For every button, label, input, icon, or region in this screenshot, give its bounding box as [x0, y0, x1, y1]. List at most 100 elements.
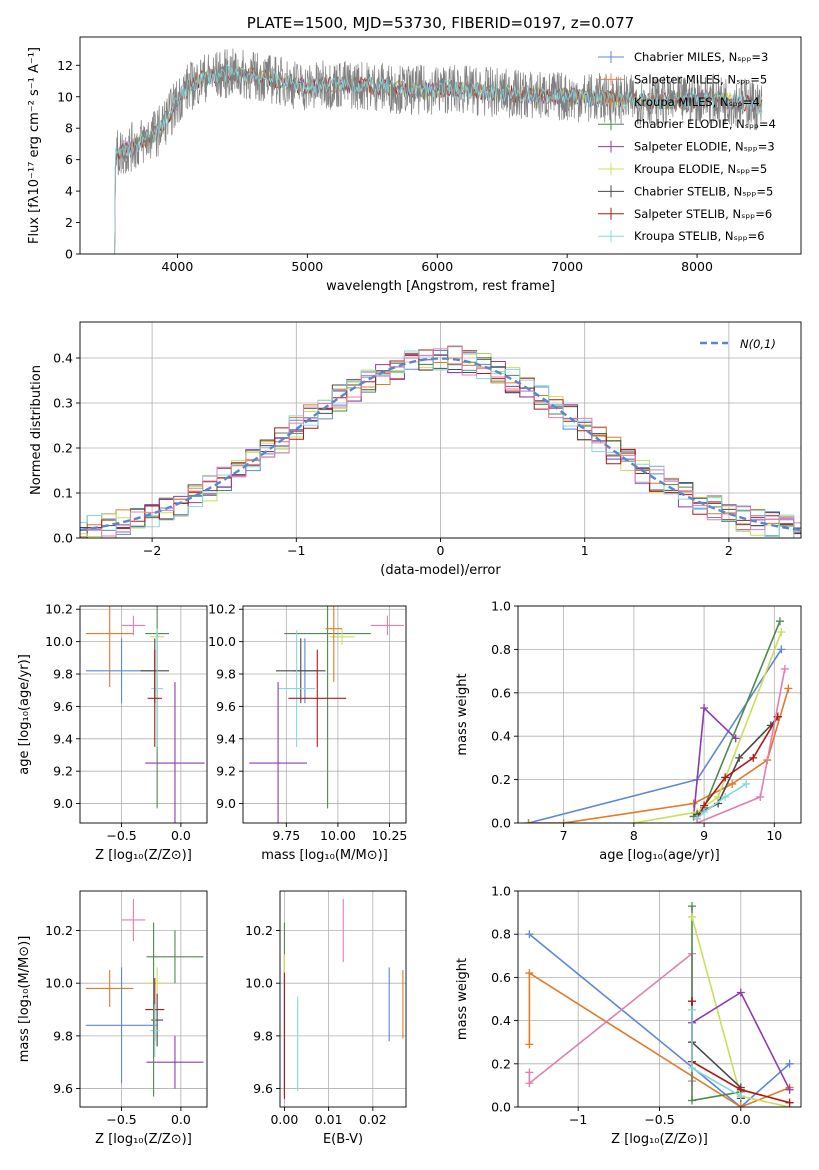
tick-label-x: −0.5 [106, 1112, 136, 1127]
histogram-step [80, 352, 801, 538]
y-axis-label: mass weight [455, 958, 470, 1040]
y-axis-label: mass [log₁₀(M/M⊙)] [17, 936, 32, 1063]
tick-label-y: 12 [57, 58, 73, 73]
legend-label: Kroupa MILES, Nₛₚₚ=4 [634, 95, 760, 109]
tick-label-y: 8 [65, 121, 73, 136]
tick-label-x: 6000 [421, 259, 453, 274]
weight-point [775, 617, 784, 626]
tick-label-y: 9.6 [53, 1081, 73, 1096]
x-axis-label: Z [log₁₀(Z/Z⊙)] [95, 1132, 192, 1147]
weight-point [785, 1085, 794, 1094]
tick-label-x: 9.75 [272, 828, 300, 843]
tick-label-y: 9.6 [253, 1081, 273, 1096]
x-axis-label: age [log₁₀(age/yr)] [599, 848, 720, 863]
x-axis-label: wavelength [Angstrom, rest frame] [326, 279, 555, 294]
plot-area [80, 345, 801, 538]
plot-area [249, 606, 404, 823]
tick-label-x: 10 [766, 828, 782, 843]
weight-point [756, 792, 765, 801]
legend: N(0,1) [700, 337, 776, 351]
tick-label-x: 7 [560, 828, 568, 843]
tick-label-y: 0.1 [53, 486, 73, 501]
tick-label-y: 6 [65, 152, 73, 167]
tick-label-x: 0.0 [171, 828, 191, 843]
tick-label-y: 2 [65, 215, 73, 230]
axes-frame [279, 890, 407, 1108]
histogram-step [80, 346, 801, 537]
tick-label-y: 9.8 [216, 667, 236, 682]
axes-frame [517, 605, 802, 824]
weight-point [736, 1092, 745, 1101]
spectrum-line [112, 64, 763, 254]
plot-area [283, 898, 404, 1100]
x-axis-label: mass [log₁₀(M/M⊙)] [261, 848, 388, 863]
tick-label-y: 9.8 [53, 1028, 73, 1043]
tick-label-y: 0.8 [491, 642, 511, 657]
weight-point [689, 799, 698, 808]
tick-label-x: 0.02 [359, 1112, 387, 1127]
tick-label-y: 9.0 [216, 796, 236, 811]
weight-point [777, 645, 786, 654]
axes-frame [242, 605, 407, 824]
weight-point [721, 773, 730, 782]
plot-area [112, 48, 763, 254]
tick-label-x: 10.25 [372, 828, 408, 843]
chart-weight_vs_age: 7 8 9 10 0.0 0.2 0.4 0.6 0.8 1.0 age [log₁₀(age/yr… [455, 599, 802, 863]
histogram-step [80, 349, 801, 538]
tick-label-x: 0.0 [731, 1112, 751, 1127]
y-axis-label: mass weight [455, 673, 470, 755]
weight-line [691, 1009, 742, 1097]
tick-label-y: 0.4 [491, 1013, 511, 1028]
chart-age_vs_mass: 9.75 10.00 10.25 9.0 9.2 9.4 9.6 9.8 10.0 10.2 mas… [208, 602, 408, 863]
weight-point [721, 792, 730, 801]
x-axis-label: Z [log₁₀(Z/Z⊙)] [95, 848, 192, 863]
tick-label-y: 0.0 [491, 1100, 511, 1115]
legend-label: Chabrier ELODIE, Nₛₚₚ=4 [634, 117, 776, 131]
tick-label-y: 9.8 [253, 1028, 273, 1043]
tick-label-y: 9.2 [53, 764, 73, 779]
weight-point [780, 664, 789, 673]
histogram-step [80, 352, 801, 538]
weight-point [525, 1040, 534, 1049]
weight-point [688, 1005, 697, 1014]
plot-area [524, 617, 793, 823]
axes-frame [79, 36, 802, 255]
tick-label-x: 8000 [681, 259, 713, 274]
tick-label-y: 0.2 [53, 441, 73, 456]
tick-label-x: 2 [725, 543, 733, 558]
tick-label-y: 0.2 [491, 1056, 511, 1071]
legend-label: Chabrier STELIB, Nₛₚₚ=5 [634, 184, 773, 198]
weight-point [688, 902, 697, 911]
weight-point [700, 808, 709, 817]
tick-label-y: 0.2 [491, 772, 511, 787]
weight-line [696, 783, 747, 820]
tick-label-y: 10.0 [45, 634, 73, 649]
plot-area [85, 898, 204, 1097]
chart-mass_vs_ebv: 0.00 0.01 0.02 9.6 9.8 10.0 10.2 E(B-V) [245, 890, 407, 1147]
histogram-step [80, 345, 801, 538]
chart-weight_vs_Z: −1 −0.5 0.0 0.0 0.2 0.4 0.6 0.8 1.0 Z [log₁₀(Z/Z⊙… [455, 884, 802, 1147]
tick-label-y: 0.0 [53, 531, 73, 546]
tick-label-x: 8 [630, 828, 638, 843]
plot-area [525, 902, 794, 1107]
tick-label-x: 0.01 [315, 1112, 343, 1127]
y-axis-label: Flux [fλ10⁻¹⁷ erg cm⁻² s⁻¹ A⁻¹] [27, 47, 42, 244]
weight-point [749, 753, 758, 762]
chart-residuals: N(0,1) −2 −1 0 1 2 0.0 0.1 0.2 0.3 0.4 (data-model)… [29, 321, 802, 578]
tick-label-x: 0.00 [270, 1112, 298, 1127]
weight-line [633, 631, 783, 823]
axes-frame [79, 890, 208, 1108]
histogram-step [80, 350, 801, 538]
weight-line [528, 688, 790, 823]
tick-label-y: 9.4 [53, 731, 73, 746]
histogram-step [80, 357, 801, 530]
weight-point [559, 819, 568, 823]
axes-frame [79, 605, 208, 824]
legend-label: Chabrier MILES, Nₛₚₚ=3 [634, 50, 768, 64]
weight-point [700, 703, 709, 712]
tick-label-y: 0 [65, 247, 73, 262]
tick-label-x: 0 [437, 543, 445, 558]
weight-point [688, 1064, 697, 1073]
weight-point [785, 1098, 794, 1107]
